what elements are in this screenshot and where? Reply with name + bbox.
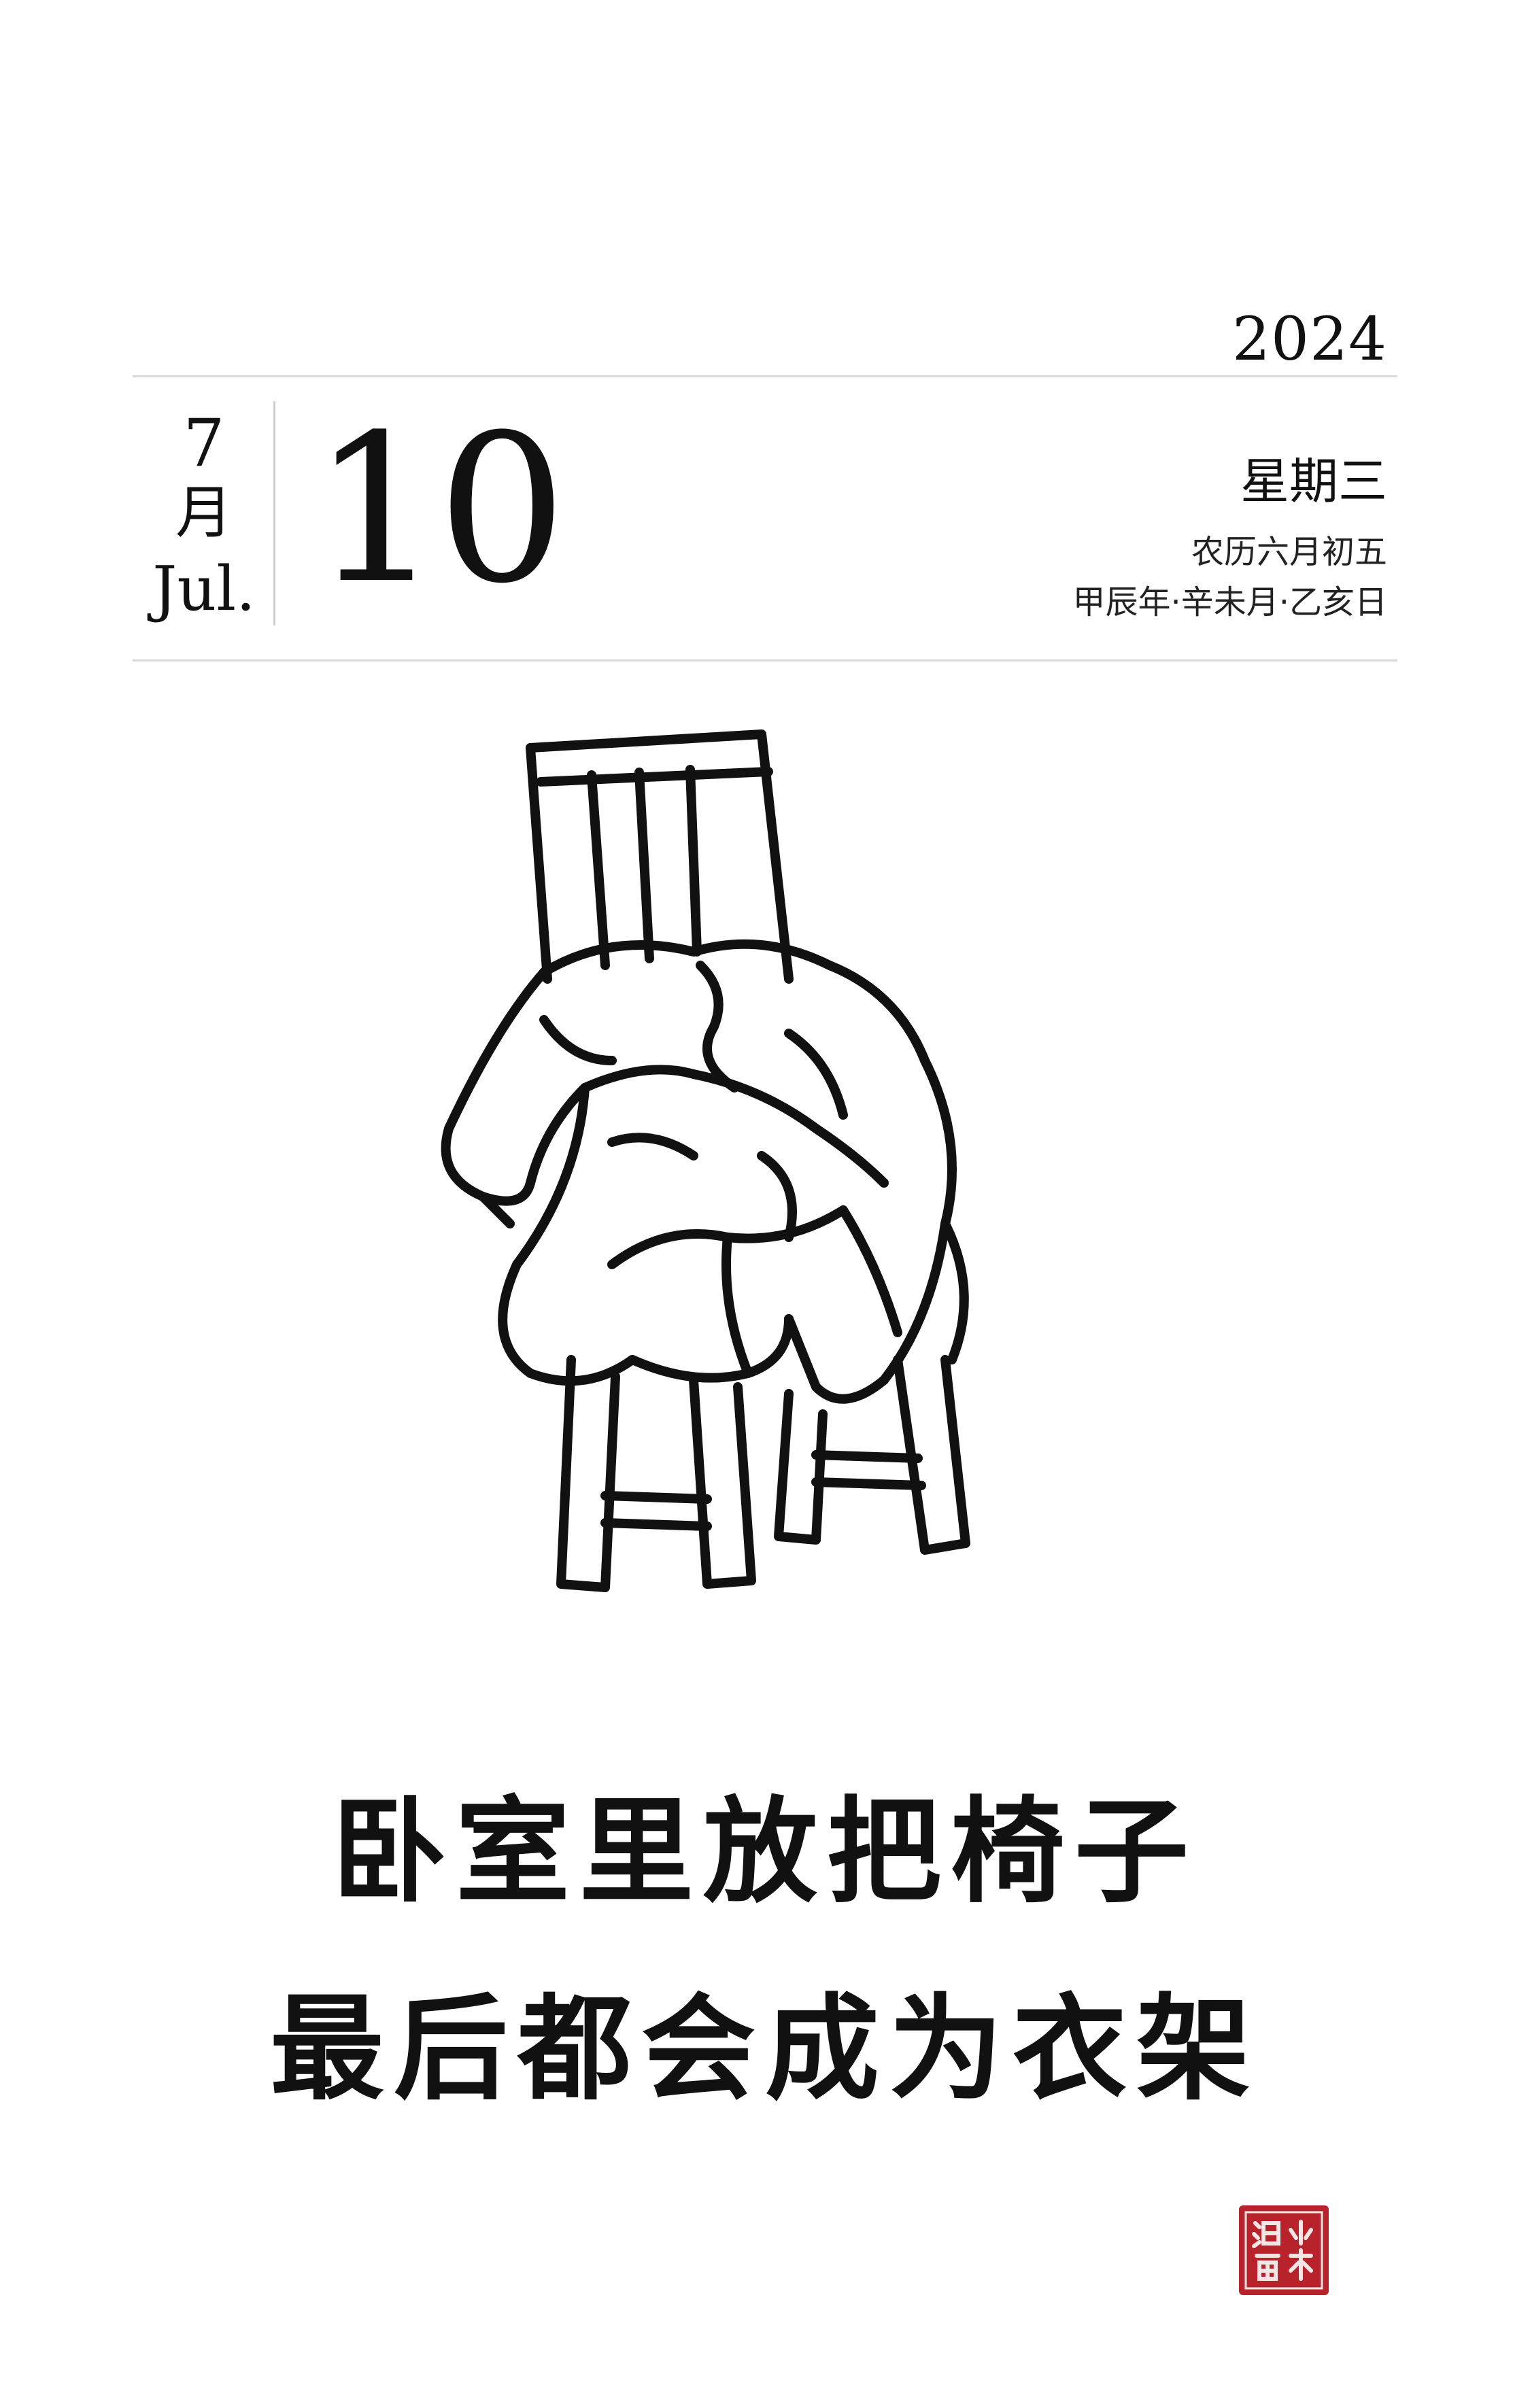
month-cn: 月 <box>175 479 233 546</box>
month-number: 7 <box>183 405 225 481</box>
artist-seal-stamp <box>1239 2205 1329 2295</box>
vertical-divider <box>273 401 275 625</box>
weekday: 星期三 <box>1240 453 1387 510</box>
year: 2024 <box>1232 304 1387 374</box>
chair-with-clothes-illustration <box>441 729 970 1592</box>
ganzhi-date: 甲辰年·辛未月·乙亥日 <box>1072 583 1387 621</box>
top-divider <box>133 375 1397 377</box>
bottom-divider <box>133 659 1397 661</box>
lunar-date: 农历六月初五 <box>1191 533 1387 571</box>
day-number: 10 <box>311 391 567 628</box>
caption-line-1: 卧室里放把椅子 <box>332 1785 1198 1919</box>
month-en: Jul. <box>152 553 256 625</box>
caption-line-2: 最后都会成为衣架 <box>270 1982 1260 2116</box>
